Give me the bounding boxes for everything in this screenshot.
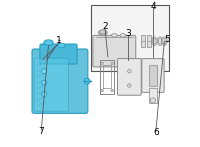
FancyBboxPatch shape xyxy=(142,59,164,92)
Text: 4: 4 xyxy=(150,2,156,11)
Bar xyxy=(147,35,151,47)
Bar xyxy=(149,65,157,86)
Circle shape xyxy=(150,98,156,103)
FancyBboxPatch shape xyxy=(117,59,141,95)
Bar xyxy=(149,88,157,103)
Text: 3: 3 xyxy=(125,29,131,38)
Circle shape xyxy=(111,89,113,92)
Ellipse shape xyxy=(99,30,107,35)
Ellipse shape xyxy=(42,69,47,74)
Ellipse shape xyxy=(42,92,47,97)
Circle shape xyxy=(101,89,103,92)
Ellipse shape xyxy=(152,37,157,45)
Circle shape xyxy=(128,70,131,73)
Ellipse shape xyxy=(111,34,117,37)
Circle shape xyxy=(111,62,113,65)
FancyBboxPatch shape xyxy=(34,58,69,111)
Text: 2: 2 xyxy=(102,22,108,31)
FancyBboxPatch shape xyxy=(32,49,88,113)
Text: 5: 5 xyxy=(164,35,170,44)
Text: 1: 1 xyxy=(56,36,62,45)
Ellipse shape xyxy=(58,43,65,48)
Ellipse shape xyxy=(42,80,47,85)
Bar xyxy=(141,35,145,47)
Ellipse shape xyxy=(162,37,167,45)
Text: 6: 6 xyxy=(153,128,159,137)
Ellipse shape xyxy=(84,78,90,84)
Bar xyxy=(91,5,169,71)
FancyBboxPatch shape xyxy=(40,44,77,64)
Ellipse shape xyxy=(120,34,126,37)
FancyBboxPatch shape xyxy=(93,35,136,67)
Circle shape xyxy=(101,62,103,65)
Ellipse shape xyxy=(44,40,53,45)
Ellipse shape xyxy=(158,38,162,44)
Ellipse shape xyxy=(153,38,156,44)
Ellipse shape xyxy=(99,30,107,34)
Text: 7: 7 xyxy=(38,127,44,136)
Ellipse shape xyxy=(157,37,163,45)
Circle shape xyxy=(128,84,131,87)
Ellipse shape xyxy=(163,38,166,44)
